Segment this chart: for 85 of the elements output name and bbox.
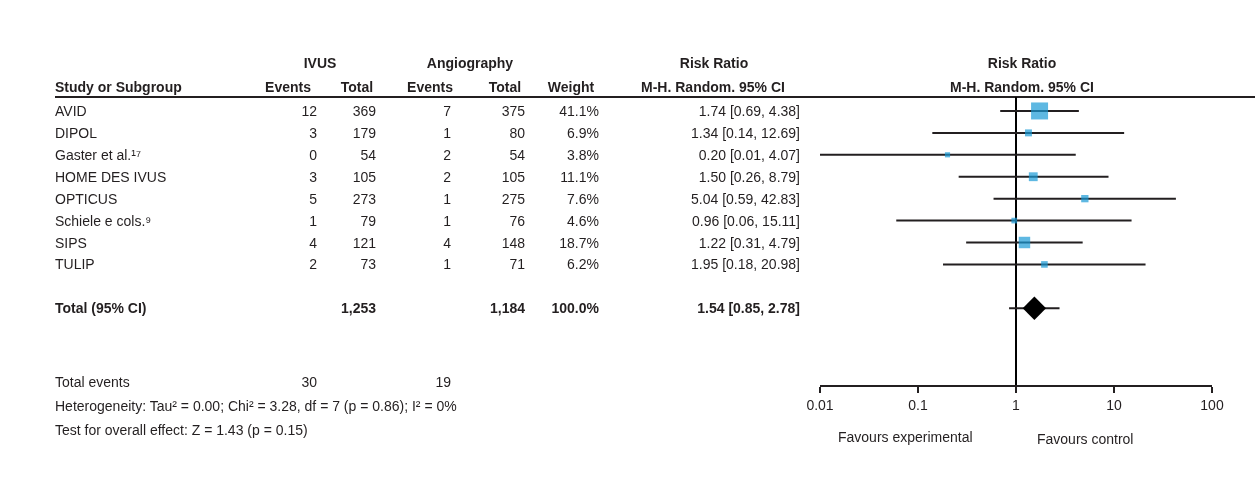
text: Total	[488, 79, 522, 95]
text: Heterogeneity: Tau² = 0.00; Chi² = 3.28, df = 7 (p = 0.86); I² = 0%	[55, 398, 457, 414]
text: 5	[309, 190, 317, 207]
text: 1	[443, 212, 451, 229]
text: 1	[309, 212, 317, 229]
text: Total	[340, 79, 374, 95]
text: 19	[435, 374, 451, 390]
text: 80	[509, 124, 525, 141]
text: 2	[443, 146, 451, 163]
text: Schiele e cols.⁹	[55, 212, 152, 229]
text: 11.1%	[560, 168, 599, 185]
text: 1.54 [0.85, 2.78]	[697, 300, 800, 317]
text: 54	[509, 146, 525, 163]
text: 6.9%	[567, 124, 599, 141]
text: 179	[352, 124, 376, 141]
text: 0.20 [0.01, 4.07]	[698, 146, 800, 163]
text: DIPOL	[55, 124, 98, 141]
text: Study or Subgroup	[55, 79, 182, 95]
text: Weight	[547, 79, 595, 95]
text: TULIP	[55, 256, 95, 273]
text: 1.74 [0.69, 4.38]	[698, 102, 800, 119]
text: 121	[352, 234, 376, 251]
text: 5.04 [0.59, 42.83]	[691, 190, 800, 207]
text: 4.6%	[567, 212, 599, 229]
text: Angiography	[426, 55, 514, 71]
text: 148	[501, 234, 525, 251]
text: 100.0%	[551, 300, 599, 317]
text: SIPS	[55, 234, 87, 251]
chart-title: Risk Ratio	[987, 54, 1057, 71]
text: Events	[265, 79, 311, 95]
chart-subtitle: M-H. Random. 95% CI	[950, 79, 1094, 95]
text: 375	[501, 102, 525, 119]
text: 76	[509, 212, 525, 229]
x-tick-label: 0.01	[806, 396, 834, 413]
text: 30	[301, 374, 317, 390]
text: 369	[352, 102, 376, 119]
text: 4	[309, 234, 317, 251]
text: 73	[360, 256, 376, 273]
x-tick-label: 1	[1012, 396, 1021, 413]
text: AVID	[55, 102, 87, 119]
text: 1.22 [0.31, 4.79]	[698, 234, 800, 251]
text: 41.1%	[559, 102, 599, 119]
text: 2	[443, 168, 451, 185]
text: 1	[443, 256, 451, 273]
text: IVUS	[303, 55, 337, 71]
text: Favours control	[1037, 431, 1134, 447]
text: 1	[443, 124, 451, 141]
text: 0	[309, 146, 317, 163]
text: 1,184	[489, 300, 525, 317]
text: Favours experimental	[838, 429, 973, 445]
x-tick-label: 0.1	[908, 396, 928, 413]
text: M-H. Random. 95% CI	[641, 79, 785, 95]
text: 3.8%	[567, 146, 599, 163]
text: Total (95% CI)	[55, 300, 147, 317]
text: 0.96 [0.06, 15.11]	[692, 212, 800, 229]
text: 1,253	[340, 300, 376, 317]
text: HOME DES IVUS	[55, 168, 167, 185]
text: 54	[360, 146, 376, 163]
text: 1.34 [0.14, 12.69]	[691, 124, 800, 141]
text: 79	[360, 212, 376, 229]
text: 18.7%	[559, 234, 599, 251]
text: Risk Ratio	[679, 55, 749, 71]
text: 105	[501, 168, 525, 185]
text: 6.2%	[567, 256, 599, 273]
text: 2	[309, 256, 317, 273]
text: Events	[407, 79, 453, 95]
text: 71	[509, 256, 525, 273]
text: 273	[352, 190, 376, 207]
text: OPTICUS	[55, 190, 118, 207]
text: Total events	[55, 374, 130, 390]
text: 275	[501, 190, 525, 207]
text: 7	[443, 102, 451, 119]
x-tick-label: 100	[1200, 396, 1224, 413]
text: 4	[443, 234, 451, 251]
text: 1	[443, 190, 451, 207]
text: 1.95 [0.18, 20.98]	[691, 256, 800, 273]
text: 3	[309, 124, 317, 141]
text: Gaster et al.¹⁷	[55, 146, 141, 163]
text: 1.50 [0.26, 8.79]	[698, 168, 800, 185]
text: 12	[301, 102, 317, 119]
text: 105	[352, 168, 376, 185]
text: 7.6%	[567, 190, 599, 207]
text: 3	[309, 168, 317, 185]
text: Test for overall effect: Z = 1.43 (p = 0.15)	[55, 422, 308, 438]
x-tick-label: 10	[1106, 396, 1122, 413]
